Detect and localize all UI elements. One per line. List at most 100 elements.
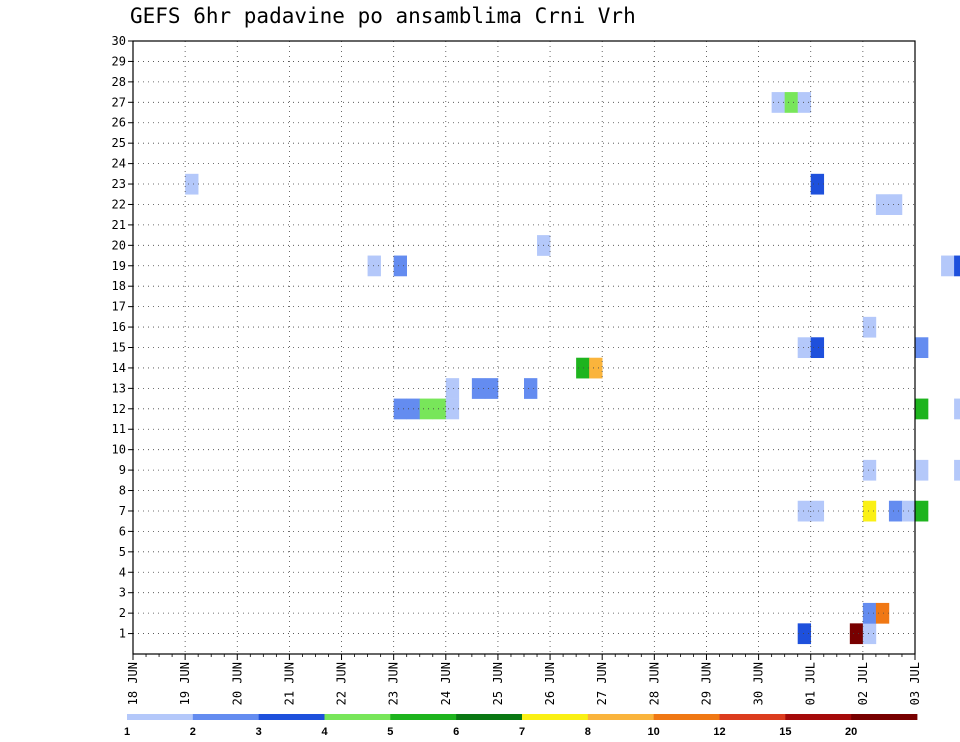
colorbar-label: 15 bbox=[779, 726, 791, 738]
x-tick-label: 02 JUL bbox=[856, 662, 870, 705]
colorbar-label: 5 bbox=[387, 726, 393, 738]
y-tick-label: 30 bbox=[112, 34, 126, 48]
ensemble-cell-m12-t63 bbox=[954, 398, 960, 420]
ensemble-cell-m7-t60 bbox=[915, 500, 929, 522]
ensemble-cell-m15-t51 bbox=[797, 337, 812, 359]
colorbar-swatch bbox=[258, 714, 325, 720]
ensemble-cell-m7-t56 bbox=[862, 500, 877, 522]
x-tick-label: 03 JUL bbox=[908, 662, 922, 705]
ensemble-cell-m7-t58 bbox=[888, 500, 903, 522]
colorbar-swatch bbox=[127, 714, 194, 720]
ensemble-cell-m14-t34 bbox=[576, 357, 590, 379]
ensemble-cell-m9-t56 bbox=[862, 459, 877, 481]
y-tick-label: 11 bbox=[112, 422, 126, 436]
colorbar-swatch bbox=[522, 714, 589, 720]
colorbar-label: 20 bbox=[845, 726, 857, 738]
y-tick-label: 27 bbox=[112, 95, 126, 109]
y-tick-label: 20 bbox=[112, 238, 126, 252]
x-tick-label: 24 JUN bbox=[439, 662, 453, 705]
cells-layer bbox=[185, 92, 960, 645]
x-tick-label: 29 JUN bbox=[699, 662, 713, 705]
y-tick-label: 21 bbox=[112, 218, 126, 232]
colorbar-label: 3 bbox=[256, 726, 262, 738]
colorbar-swatch bbox=[851, 714, 918, 720]
ensemble-cell-m2-t57 bbox=[875, 602, 890, 624]
ensemble-cell-m15-t52 bbox=[810, 337, 825, 359]
ensemble-cell-m12-t23 bbox=[432, 398, 447, 420]
colorbar-label: 1 bbox=[124, 726, 130, 738]
ensemble-cell-m14-t35 bbox=[589, 357, 603, 379]
y-tick-label: 22 bbox=[112, 197, 126, 211]
colorbar-label: 7 bbox=[519, 726, 525, 738]
y-tick-label: 28 bbox=[112, 75, 126, 89]
ensemble-cell-m12-t20 bbox=[393, 398, 407, 420]
ensemble-cell-m13-t30 bbox=[524, 378, 538, 399]
x-tick-label: 22 JUN bbox=[335, 662, 349, 705]
y-tick-label: 19 bbox=[112, 259, 126, 273]
y-tick-label: 18 bbox=[112, 279, 126, 293]
x-tick-label: 01 JUL bbox=[804, 662, 818, 705]
ensemble-cell-m27-t51 bbox=[797, 92, 812, 113]
y-axis: 1234567891011121314151617181920212223242… bbox=[112, 34, 133, 641]
x-tick-label: 20 JUN bbox=[230, 662, 244, 705]
ensemble-cell-m1-t56 bbox=[862, 623, 877, 645]
y-tick-label: 6 bbox=[119, 524, 126, 538]
ensemble-cell-m23-t52 bbox=[810, 173, 825, 195]
ensemble-cell-m9-t60 bbox=[915, 459, 929, 481]
x-tick-label: 23 JUN bbox=[387, 662, 401, 705]
y-tick-label: 2 bbox=[119, 606, 126, 620]
y-tick-label: 12 bbox=[112, 402, 126, 416]
ensemble-cell-m16-t56 bbox=[862, 316, 877, 338]
y-tick-label: 24 bbox=[112, 157, 126, 171]
ensemble-cell-m7-t51 bbox=[797, 500, 812, 522]
y-tick-label: 17 bbox=[112, 300, 126, 314]
y-tick-label: 9 bbox=[119, 463, 126, 477]
y-tick-label: 15 bbox=[112, 341, 126, 355]
ensemble-cell-m19-t18 bbox=[367, 255, 381, 277]
ensemble-cell-m19-t20 bbox=[393, 255, 407, 277]
ensemble-cell-m12-t24 bbox=[445, 398, 460, 420]
x-axis: 18 JUN 19 JUN 20 JUN 21 JUN 22 JUN 23 JUN 24 J… bbox=[126, 654, 922, 705]
ensemble-cell-m19-t62 bbox=[941, 255, 955, 277]
y-tick-label: 13 bbox=[112, 381, 126, 395]
x-tick-label: 19 JUN bbox=[178, 662, 192, 705]
y-tick-label: 3 bbox=[119, 586, 126, 600]
ensemble-cell-m22-t57 bbox=[875, 194, 890, 215]
x-tick-label: 28 JUN bbox=[647, 662, 661, 705]
colorbar-swatch bbox=[653, 714, 720, 720]
ensemble-cell-m12-t22 bbox=[419, 398, 434, 420]
colorbar-swatch bbox=[719, 714, 786, 720]
ensemble-cell-m27-t50 bbox=[784, 92, 798, 113]
x-tick-label: 21 JUN bbox=[282, 662, 296, 705]
colorbar: 1 2 3 4 5 6 7 8 10 12 15 20 bbox=[124, 714, 918, 738]
y-tick-label: 14 bbox=[112, 361, 126, 375]
ensemble-cell-m7-t52 bbox=[810, 500, 825, 522]
colorbar-swatch bbox=[456, 714, 523, 720]
x-tick-label: 18 JUN bbox=[126, 662, 140, 705]
y-tick-label: 8 bbox=[119, 484, 126, 498]
colorbar-label: 8 bbox=[585, 726, 591, 738]
colorbar-swatch bbox=[785, 714, 852, 720]
y-tick-label: 1 bbox=[119, 627, 126, 641]
ensemble-cell-m2-t56 bbox=[862, 602, 877, 624]
colorbar-swatch bbox=[192, 714, 260, 720]
y-tick-label: 10 bbox=[112, 443, 126, 457]
x-tick-label: 27 JUN bbox=[595, 662, 609, 705]
y-tick-label: 29 bbox=[112, 54, 126, 68]
y-tick-label: 4 bbox=[119, 565, 126, 579]
ensemble-cell-m15-t60 bbox=[915, 337, 929, 359]
y-tick-label: 7 bbox=[119, 504, 126, 518]
colorbar-swatch bbox=[324, 714, 391, 720]
ensemble-cell-m13-t27 bbox=[484, 378, 499, 399]
colorbar-label: 6 bbox=[453, 726, 459, 738]
ensemble-cell-m13-t24 bbox=[445, 378, 460, 399]
ensemble-cell-m23-t4 bbox=[185, 173, 199, 195]
x-tick-label: 30 JUN bbox=[752, 662, 766, 705]
y-tick-label: 25 bbox=[112, 136, 126, 150]
y-tick-label: 5 bbox=[119, 545, 126, 559]
ensemble-cell-m9-t63 bbox=[954, 459, 960, 481]
chart-title: GEFS 6hr padavine po ansamblima Crni Vrh bbox=[130, 4, 636, 28]
colorbar-swatch bbox=[587, 714, 655, 720]
colorbar-label: 4 bbox=[321, 726, 328, 738]
